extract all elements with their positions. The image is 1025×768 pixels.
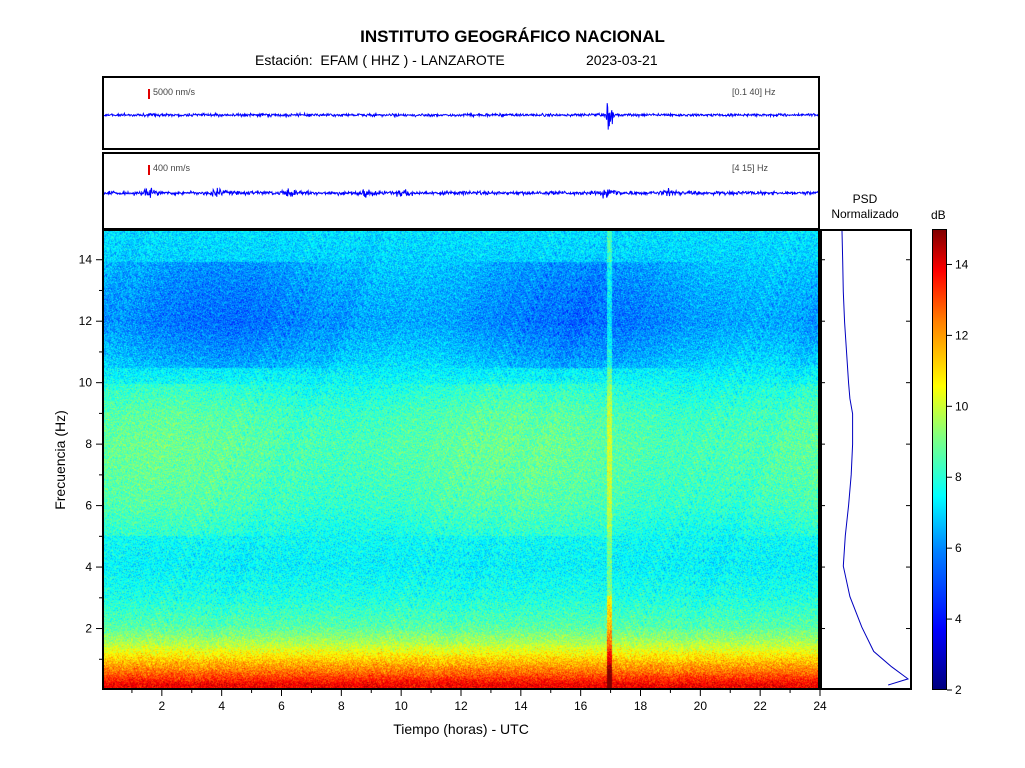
- x-tick-label: 18: [634, 699, 648, 713]
- seismogram-panel-filtered: 400 nm/s [4 15] Hz: [102, 152, 820, 230]
- psd-svg: [841, 231, 910, 686]
- seismogram-trace-broadband: [104, 103, 818, 130]
- seismogram-filtered-svg: [104, 187, 818, 199]
- spectrogram-image: [104, 231, 818, 688]
- colorbar-tick-label: 8: [955, 470, 962, 484]
- x-tick-label: 14: [514, 699, 528, 713]
- colorbar-unit: dB: [931, 208, 946, 222]
- x-tick-label: 22: [753, 699, 767, 713]
- station-label: Estación: EFAM ( HHZ ) - LANZAROTE: [255, 52, 505, 68]
- filter-band-label: [4 15] Hz: [732, 163, 769, 173]
- psd-panel: [820, 229, 912, 690]
- y-axis-label: Frecuencia (Hz): [52, 410, 68, 510]
- amplitude-scale-label: 5000 nm/s: [153, 87, 196, 97]
- seismogram-trace-filtered: [104, 187, 818, 199]
- x-tick-label: 16: [574, 699, 588, 713]
- amplitude-scale-bar: [148, 165, 150, 175]
- x-tick-label: 10: [394, 699, 408, 713]
- y-tick-label: 6: [85, 499, 92, 513]
- seismogram-broadband-svg: [104, 103, 818, 130]
- y-tick-label: 2: [85, 622, 92, 636]
- colorbar-tick-label: 2: [955, 683, 962, 697]
- x-tick-label: 6: [278, 699, 285, 713]
- y-tick-label: 14: [79, 253, 93, 267]
- x-tick-label: 2: [158, 699, 165, 713]
- filter-band-label: [0.1 40] Hz: [732, 87, 776, 97]
- y-tick-label: 12: [79, 314, 93, 328]
- x-tick-label: 12: [454, 699, 468, 713]
- x-tick-label: 4: [218, 699, 225, 713]
- y-tick-label: 8: [85, 437, 92, 451]
- colorbar-tick-label: 10: [955, 399, 969, 413]
- seismogram-panel-broadband: 5000 nm/s [0.1 40] Hz: [102, 76, 820, 150]
- colorbar-tick-label: 14: [955, 257, 969, 271]
- y-tick-label: 4: [85, 560, 92, 574]
- x-tick-label: 20: [694, 699, 708, 713]
- psd-title-text: PSD Normalizado: [831, 192, 899, 221]
- amplitude-scale-bar: [148, 89, 150, 99]
- colorbar-tick-label: 4: [955, 612, 962, 626]
- amplitude-scale-label: 400 nm/s: [153, 163, 191, 173]
- psd-curve: [841, 231, 910, 686]
- psd-title: PSD Normalizado: [822, 192, 908, 222]
- x-tick-label: 24: [813, 699, 827, 713]
- spectrogram-panel: [102, 229, 820, 690]
- x-tick-label: 8: [338, 699, 345, 713]
- y-tick-label: 10: [79, 376, 93, 390]
- chart-title: INSTITUTO GEOGRÁFICO NACIONAL: [360, 27, 665, 46]
- x-axis-label: Tiempo (horas) - UTC: [393, 721, 529, 737]
- date-label: 2023-03-21: [586, 52, 658, 68]
- colorbar: [932, 229, 947, 690]
- colorbar-tick-label: 12: [955, 328, 969, 342]
- colorbar-tick-label: 6: [955, 541, 962, 555]
